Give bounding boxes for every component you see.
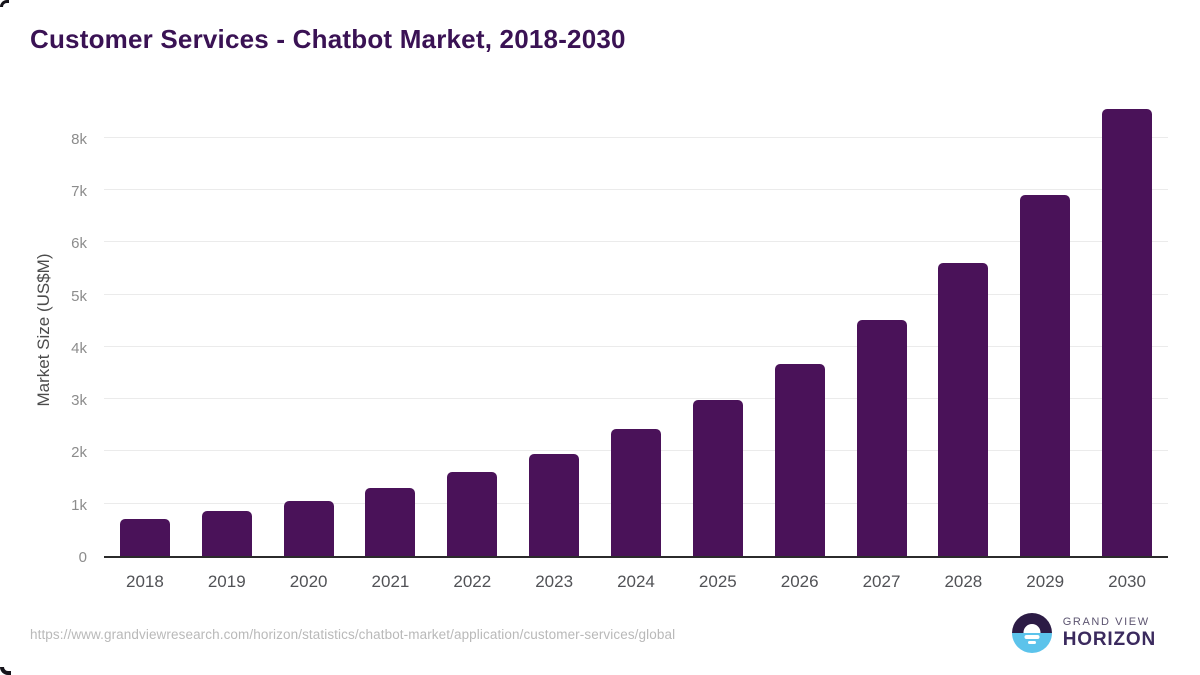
logo-sun-dome — [1023, 624, 1041, 633]
y-tick-label: 7k — [71, 182, 87, 200]
bar-2027 — [856, 320, 907, 556]
bar-2025 — [692, 400, 743, 556]
screenshot-corner-artifact — [0, 0, 9, 7]
bar-slot — [513, 96, 595, 556]
bar-2023 — [529, 454, 580, 556]
brand-logo: GRAND VIEW HORIZON — [1011, 613, 1156, 653]
bar-2019 — [201, 511, 252, 556]
bar-series — [104, 96, 1168, 556]
x-tick-label: 2019 — [207, 572, 246, 591]
bar-2018 — [119, 519, 170, 556]
bar-slot — [431, 96, 513, 556]
bar-2029 — [1020, 195, 1071, 556]
x-tick-label: 2025 — [698, 572, 737, 591]
bar-2026 — [774, 364, 825, 556]
gridline — [104, 398, 1168, 400]
bar-2021 — [365, 488, 416, 556]
y-tick-label: 6k — [71, 235, 87, 253]
bar-slot — [268, 96, 350, 556]
x-tick-label: 2026 — [780, 572, 819, 591]
grand-view-horizon-logo-icon — [1011, 613, 1052, 653]
x-axis-tick-labels: 2018 2019 2020 2021 2022 2023 2024 2025 2026 2027… — [104, 572, 1168, 592]
chart-title: Customer Services - Chatbot Market, 2018… — [30, 24, 626, 54]
bar-slot — [677, 96, 759, 556]
gridline — [104, 293, 1168, 295]
x-tick-label: 2020 — [289, 572, 328, 591]
bar-slot — [759, 96, 841, 556]
logo-reflection-line — [1027, 641, 1036, 644]
gridline — [104, 345, 1168, 347]
x-tick-label: 2023 — [535, 572, 574, 591]
brand-name-grand-view: GRAND VIEW — [1062, 615, 1150, 628]
x-tick-label: 2018 — [126, 572, 164, 591]
bar-2020 — [283, 501, 334, 556]
y-tick-label: 4k — [71, 339, 87, 357]
footer: https://www.grandviewresearch.com/horizo… — [0, 605, 1200, 675]
bar-slot — [104, 96, 186, 556]
bar-2022 — [447, 472, 498, 556]
bar-2024 — [610, 429, 661, 556]
x-tick-label: 2027 — [862, 572, 901, 591]
source-url: https://www.grandviewresearch.com/horizo… — [30, 627, 676, 642]
y-tick-label: 1k — [71, 496, 87, 514]
bar-slot — [922, 96, 1004, 556]
y-tick-label: 2k — [71, 444, 87, 462]
x-tick-label: 2030 — [1108, 572, 1146, 591]
x-tick-label: 2022 — [453, 572, 492, 591]
bar-slot — [1086, 96, 1168, 556]
y-tick-label: 5k — [71, 287, 87, 305]
x-tick-label: 2024 — [617, 572, 655, 591]
bar-slot — [1004, 96, 1086, 556]
gridline — [104, 241, 1168, 243]
bar-2028 — [938, 263, 989, 556]
bar-slot — [841, 96, 923, 556]
gridline — [104, 188, 1168, 190]
x-tick-label: 2021 — [371, 572, 410, 591]
y-tick-label: 3k — [71, 392, 87, 410]
bar-2030 — [1102, 109, 1153, 556]
x-tick-label: 2029 — [1026, 572, 1065, 591]
bar-slot — [186, 96, 268, 556]
bar-slot — [595, 96, 677, 556]
plot-area — [104, 96, 1168, 558]
bar-slot — [350, 96, 432, 556]
y-axis-tick-labels: 0 1k 2k 3k 4k 5k 6k 7k 8k — [0, 96, 96, 566]
logo-reflection-line — [1024, 635, 1040, 639]
y-tick-label: 8k — [71, 130, 87, 148]
brand-text: GRAND VIEW HORIZON — [1063, 616, 1156, 651]
gridline — [104, 136, 1168, 138]
y-tick-label: 0 — [78, 549, 87, 566]
x-tick-label: 2028 — [944, 572, 983, 591]
brand-name-horizon: HORIZON — [1062, 628, 1156, 650]
